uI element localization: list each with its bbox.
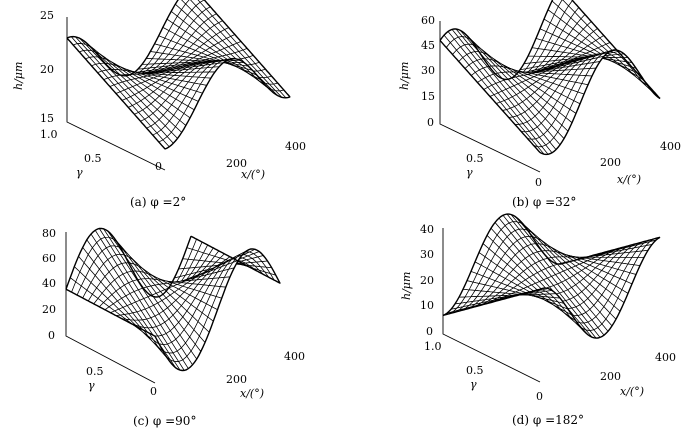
z-tick-c-2: 40 (42, 277, 56, 290)
y-label-c: γ (88, 379, 95, 392)
x-tick-d-1: 200 (600, 370, 621, 383)
panel-c: 80 60 40 20 0 0.5 γ 0 200 400 x/(°) (c) … (42, 227, 305, 428)
z-label-a: h/μm (12, 62, 25, 90)
y-tick-b-0: 0.5 (466, 152, 484, 165)
x-label-c: x/(°) (240, 387, 264, 400)
z-tick-b-4: 0 (427, 116, 434, 129)
x-tick-c-2: 400 (284, 350, 305, 363)
x-tick-b-2: 400 (660, 140, 681, 153)
y-label-d: γ (470, 378, 477, 391)
y-tick-a-0: 1.0 (40, 128, 58, 141)
x-label-b: x/(°) (617, 173, 641, 186)
z-tick-d-4: 0 (426, 325, 433, 338)
surface-mesh-c (66, 228, 280, 370)
z-label-b: h/μm (398, 62, 411, 90)
caption-d: (d) φ =182° (512, 413, 584, 427)
z-tick-b-1: 45 (421, 39, 435, 52)
x-tick-d-0: 0 (536, 390, 543, 403)
z-tick-d-2: 20 (420, 274, 434, 287)
y-tick-d-0: 1.0 (424, 340, 442, 353)
z-tick-a-0: 25 (40, 9, 54, 22)
z-tick-c-0: 80 (42, 227, 56, 240)
x-tick-b-1: 200 (600, 156, 621, 169)
z-tick-c-1: 60 (42, 252, 56, 265)
panel-d: 40 30 20 10 0 h/μm 1.0 0.5 γ 0 200 400 x… (400, 214, 676, 427)
z-tick-a-1: 20 (40, 63, 54, 76)
x-tick-b-0: 0 (535, 176, 542, 189)
x-tick-a-0: 0 (155, 160, 162, 173)
y-label-b: γ (466, 166, 473, 179)
caption-b: (b) φ =32° (512, 195, 576, 209)
z-tick-c-3: 20 (42, 303, 56, 316)
z-tick-d-1: 30 (420, 248, 434, 261)
surface-mesh-d (443, 214, 660, 338)
y-label-a: γ (76, 166, 83, 179)
y-tick-d-1: 0.5 (466, 364, 484, 377)
z-tick-b-3: 15 (421, 90, 435, 103)
z-tick-b-0: 60 (421, 14, 435, 27)
panel-b: 60 45 30 15 0 h/μm 0.5 γ 0 200 400 x/(°)… (398, 0, 681, 209)
x-tick-a-2: 400 (285, 140, 306, 153)
surface-mesh-a (67, 0, 290, 149)
y-tick-a-1: 0.5 (84, 152, 102, 165)
y-tick-c-0: 0.5 (86, 365, 104, 378)
z-tick-d-3: 10 (420, 299, 434, 312)
x-tick-d-2: 400 (655, 351, 676, 364)
x-tick-c-1: 200 (226, 373, 247, 386)
z-tick-b-2: 30 (421, 64, 435, 77)
x-tick-c-0: 0 (150, 385, 157, 398)
z-tick-d-0: 40 (420, 223, 434, 236)
caption-c: (c) φ =90° (133, 414, 196, 428)
panel-a: 25 20 15 h/μm 1.0 0.5 γ 0 200 400 x/(°) … (12, 0, 306, 209)
caption-a: (a) φ =2° (130, 195, 186, 209)
z-tick-a-2: 15 (40, 112, 54, 125)
z-tick-c-4: 0 (48, 329, 55, 342)
x-label-a: x/(°) (241, 168, 265, 181)
x-label-d: x/(°) (620, 385, 644, 398)
z-label-d: h/μm (400, 272, 413, 300)
surface-mesh-b (440, 0, 660, 154)
